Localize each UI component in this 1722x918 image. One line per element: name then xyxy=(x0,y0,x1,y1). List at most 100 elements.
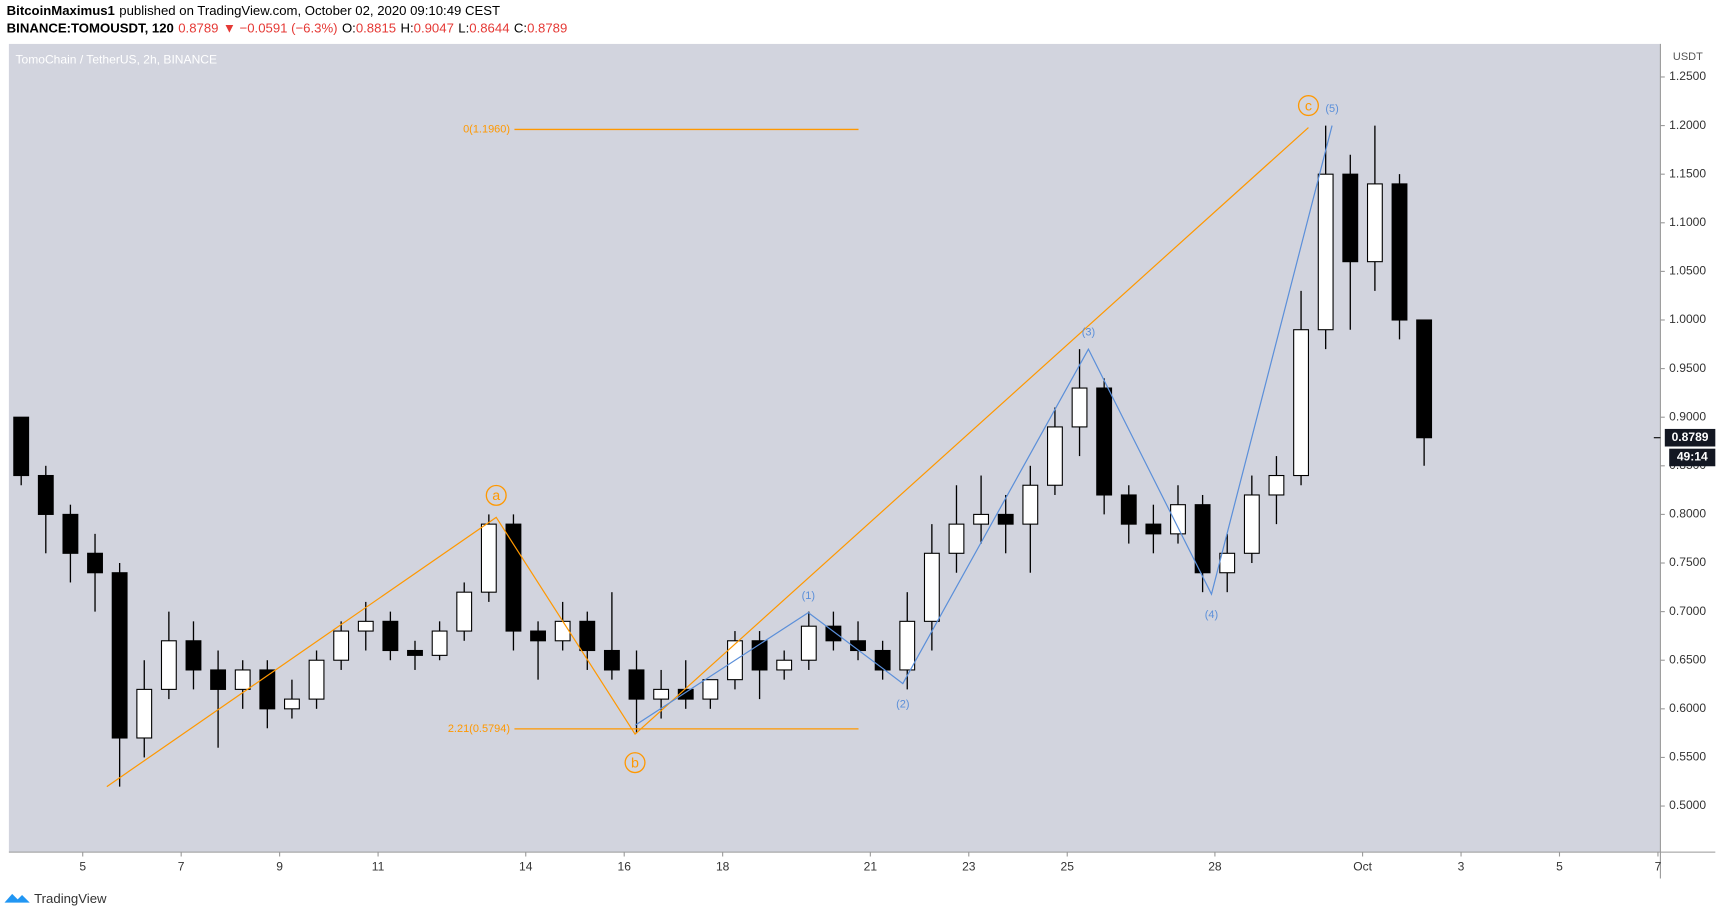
candle-body xyxy=(1145,523,1162,535)
wave-label: (1) xyxy=(802,590,815,602)
candle-body xyxy=(382,620,399,652)
y-tick-label: 1.2500 xyxy=(1669,69,1706,83)
candle-body xyxy=(1391,183,1408,321)
countdown-box xyxy=(1669,448,1716,467)
x-tick-label: 23 xyxy=(962,860,976,874)
fib-label: 0(1.1960) xyxy=(463,123,510,135)
wave-line xyxy=(106,127,1309,788)
last-price-box xyxy=(1664,428,1716,447)
y-tick-label: 1.1500 xyxy=(1669,166,1706,180)
candle-body xyxy=(456,591,473,632)
y-tick-label: 0.7000 xyxy=(1669,604,1706,618)
candle-body xyxy=(1071,387,1088,428)
wave-label: (3) xyxy=(1082,327,1095,339)
y-tick-label: 1.0000 xyxy=(1669,312,1706,326)
ohlc-value: 0.9047 xyxy=(414,21,454,36)
ohlc-label: C: xyxy=(514,21,527,36)
symbol: BINANCE:TOMOUSDT, 120 xyxy=(7,21,174,36)
candle-body xyxy=(308,659,325,700)
wave-label: (2) xyxy=(896,698,909,710)
y-tick-label: 0.5500 xyxy=(1669,750,1706,764)
x-tick-label: Oct xyxy=(1353,860,1372,874)
y-tick-label: 1.0500 xyxy=(1669,264,1706,278)
ohlc-value: 0.8789 xyxy=(527,21,567,36)
candle-body xyxy=(628,669,645,700)
x-tick-label: 11 xyxy=(372,860,385,874)
candle-body xyxy=(1096,387,1113,496)
y-tick-label: 0.8000 xyxy=(1669,507,1706,521)
x-tick-label: 7 xyxy=(1655,860,1662,874)
x-tick-label: 21 xyxy=(864,860,878,874)
candle-body xyxy=(530,630,546,642)
candle-body xyxy=(185,640,202,671)
ohlc-value: 0.8644 xyxy=(469,21,509,36)
x-tick-label: 7 xyxy=(178,860,185,874)
candle-body xyxy=(111,572,128,739)
header-line: BitcoinMaximus1 published on TradingView.… xyxy=(7,4,500,19)
candle-body xyxy=(702,679,719,700)
wave-label: (5) xyxy=(1325,103,1338,115)
candle-body xyxy=(505,523,522,632)
candle-body xyxy=(283,698,300,710)
candle-body xyxy=(13,416,30,477)
candle-body xyxy=(1416,319,1433,439)
candle-body xyxy=(431,630,448,656)
brand-logo xyxy=(4,893,30,903)
wave-label: (4) xyxy=(1205,609,1218,621)
candle-body xyxy=(259,669,276,710)
candle-body xyxy=(1046,426,1063,486)
wave-circle xyxy=(624,752,646,774)
x-tick-label: 28 xyxy=(1208,860,1222,874)
candle-body xyxy=(160,640,177,690)
y-tick-label: 1.2000 xyxy=(1669,118,1706,132)
candle-body xyxy=(1293,329,1309,477)
chart-title: TomoChain / TetherUS, 2h, BINANCE xyxy=(15,53,217,67)
y-tick-label: 1.1000 xyxy=(1669,215,1706,229)
candle-body xyxy=(1170,504,1186,535)
y-tick-label: 0.7500 xyxy=(1669,555,1706,569)
candle-body xyxy=(776,659,793,671)
candle-body xyxy=(825,625,842,642)
candle-body xyxy=(1120,494,1137,525)
wave-label: a xyxy=(492,488,500,504)
wave-circle xyxy=(485,484,507,506)
candle-body xyxy=(874,649,891,671)
candle-body xyxy=(1317,173,1334,331)
symbol-line: BINANCE:TOMOUSDT, 120 0.8789 ▼ −0.0591 (−6… xyxy=(7,21,568,36)
x-tick-label: 3 xyxy=(1458,860,1465,874)
x-tick-label: 5 xyxy=(1556,860,1563,874)
candle-body xyxy=(1366,183,1383,263)
plot: 0(1.1960) 2.21(0.5794) a b c (1) (2) (3) (4) (5) xyxy=(13,95,1433,788)
candle-body xyxy=(923,552,940,622)
candle-body xyxy=(1022,484,1039,525)
y-tick-label: 0.9000 xyxy=(1669,409,1706,423)
wave-label: c xyxy=(1305,98,1312,114)
wave-label: b xyxy=(631,756,639,772)
candle-body xyxy=(1243,494,1260,554)
candle-body xyxy=(973,513,990,525)
x-tick-label: 14 xyxy=(519,860,533,874)
candle-body xyxy=(1219,552,1236,574)
ohlc-label: H: xyxy=(400,21,413,36)
x-tick-label: 9 xyxy=(276,860,283,874)
candle-body xyxy=(407,649,423,656)
countdown: 49:14 xyxy=(1677,450,1708,464)
published: published on TradingView.com, October 02… xyxy=(119,4,500,19)
candle-body xyxy=(37,474,54,515)
candle-body xyxy=(653,688,670,700)
candle-body xyxy=(1194,504,1211,574)
candle-body xyxy=(899,620,916,671)
candle-body xyxy=(357,620,374,632)
candle-body xyxy=(333,630,350,661)
candle-body xyxy=(136,688,153,739)
ohlc-label: O: xyxy=(342,21,356,36)
candle-body xyxy=(1342,173,1359,263)
plot-area xyxy=(8,43,1661,853)
wave-line xyxy=(634,125,1333,726)
x-tick-label: 5 xyxy=(79,860,86,874)
change: ▼ −0.0591 (−6.3%) xyxy=(223,21,338,36)
fib-label: 2.21(0.5794) xyxy=(448,723,510,735)
candle-body xyxy=(234,669,251,690)
